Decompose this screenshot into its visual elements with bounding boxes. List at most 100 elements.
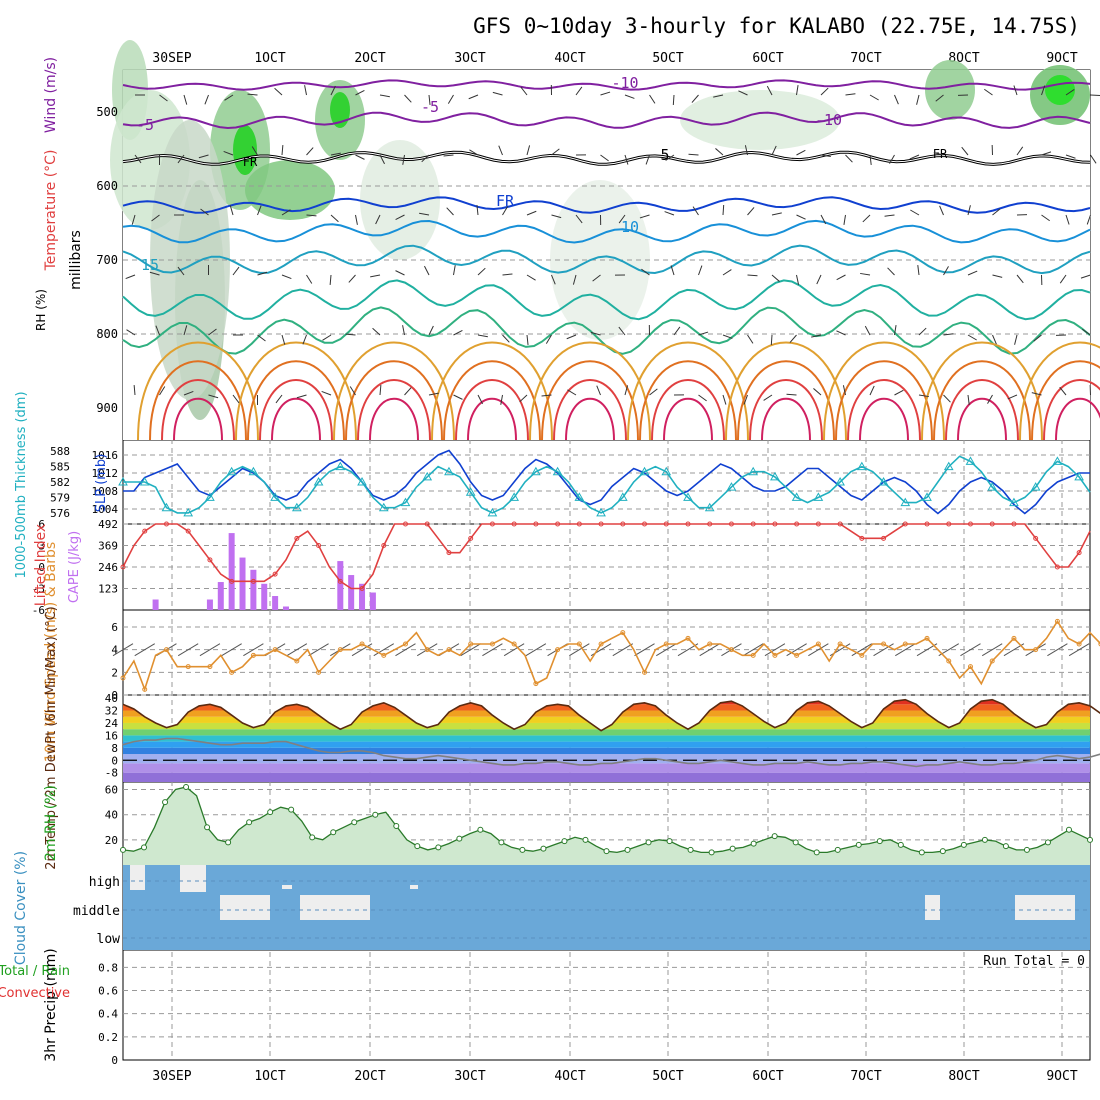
rh-point <box>750 840 757 847</box>
wind-barb <box>869 385 875 396</box>
rh-point <box>309 834 316 841</box>
ylabel-cape: CAPE (J/kg) <box>67 531 82 603</box>
bottom-date-label: 6OCT <box>752 1069 783 1084</box>
rh-point <box>918 849 925 856</box>
lifted-index-line-point <box>142 528 148 534</box>
temperature-contour <box>122 196 1091 214</box>
wind-barb <box>771 145 777 156</box>
temp-tick-label: 0 <box>111 754 118 767</box>
thickness-line-point <box>444 466 454 476</box>
wind-barb <box>811 334 822 338</box>
rh-point <box>939 848 946 855</box>
wind-barb <box>575 86 583 96</box>
wind-barb <box>722 394 727 405</box>
wind-barb <box>1016 274 1024 284</box>
thickness-line-point <box>856 461 867 471</box>
thickness-tick-label: 585 <box>50 461 70 474</box>
wind-barb <box>223 150 234 156</box>
wind-speed-line-point <box>881 641 887 647</box>
lifted-index-line-point <box>859 535 865 541</box>
wind-barb <box>281 334 286 345</box>
wind-barb <box>943 266 949 276</box>
wind-barb <box>477 334 488 338</box>
wind-speed-line-point <box>402 641 408 647</box>
wind-barb <box>351 643 373 657</box>
wind-barb <box>443 154 454 157</box>
contour-label: 10 <box>621 218 639 236</box>
warm-contour <box>1055 397 1100 441</box>
wind-barb <box>813 388 822 396</box>
temperature-contour <box>122 244 1091 275</box>
ylabel-rh2m: 2m RH (%) <box>43 785 59 861</box>
wind-barb <box>229 205 234 216</box>
top-date-label: 9OCT <box>1046 51 1077 66</box>
wind-barb <box>796 214 806 220</box>
wind-barb <box>1033 334 1042 342</box>
wind-barb <box>943 333 954 336</box>
warm-contour <box>149 360 247 441</box>
wind-barb <box>257 334 266 342</box>
wind-speed-line-point <box>229 669 235 675</box>
wind-speed-line-point <box>924 635 930 641</box>
wind-barb <box>519 394 528 403</box>
wind-barb <box>476 205 479 216</box>
wind-barb <box>1013 85 1018 96</box>
cloud-gap <box>1015 895 1075 920</box>
rh-point <box>267 809 274 816</box>
wind-barb <box>860 272 871 276</box>
precip-tick-label: 0.6 <box>98 985 118 998</box>
rh-point <box>792 839 799 846</box>
cloud-gap <box>282 885 292 889</box>
wind-barb <box>395 270 405 276</box>
warm-contour <box>565 397 615 441</box>
wind-speed-line-point <box>337 647 343 653</box>
lifted-index-line-point <box>1011 521 1017 527</box>
cape-bar <box>272 596 279 610</box>
wind-speed-line-point <box>685 635 691 641</box>
rh-point <box>771 833 778 840</box>
thickness-line-point <box>205 492 215 501</box>
wind-speed-line-point <box>250 652 256 658</box>
wind-10m-panel: 0 2 4 6 <box>111 618 1100 702</box>
wind-barb <box>738 90 748 96</box>
wind-barb <box>126 329 136 336</box>
wind-barb <box>232 266 240 276</box>
thickness-line-point <box>596 507 606 517</box>
temp-band <box>123 754 1090 764</box>
wind-barb <box>743 394 748 405</box>
thickness-line-point <box>922 492 932 501</box>
wind-barb <box>744 145 748 156</box>
pressure-tick-label: 800 <box>96 327 118 341</box>
wind-barb <box>992 208 1001 216</box>
wind-barb <box>419 212 430 216</box>
wind-barb <box>894 325 897 336</box>
rh-point <box>624 846 631 853</box>
rh-point <box>162 799 169 806</box>
thickness-tick-label: 576 <box>50 507 70 520</box>
wind-barb <box>713 94 724 98</box>
lifted-index-line-point <box>728 521 734 527</box>
wind-barb <box>446 207 454 216</box>
thickness-line-point <box>900 497 911 507</box>
rh-shade <box>680 90 840 150</box>
cape-bar <box>359 583 366 610</box>
temperature-contour <box>122 219 1091 244</box>
wind-barb <box>379 94 390 98</box>
cape-bar <box>228 533 235 610</box>
warm-contour <box>247 360 345 441</box>
warm-contour <box>161 379 235 441</box>
rh-tick-label: 60 <box>105 784 118 797</box>
lifted-index-line-point <box>837 521 843 527</box>
thickness-line-point <box>487 507 498 517</box>
ylabel-temp2m: 2m Temp / 2m DewPt (6hr Min/Max) (°C) <box>44 606 59 869</box>
li-tick-label: -3 <box>32 583 45 596</box>
wind-barb <box>1041 85 1046 96</box>
wind-barb <box>134 643 155 657</box>
temp-tick-label: 32 <box>105 705 118 718</box>
wind-barb <box>939 205 944 216</box>
wind-barb <box>545 334 552 344</box>
wind-barb <box>843 214 846 225</box>
rh-point <box>498 839 505 846</box>
cape-bar <box>261 583 268 610</box>
warm-contour <box>345 360 443 441</box>
